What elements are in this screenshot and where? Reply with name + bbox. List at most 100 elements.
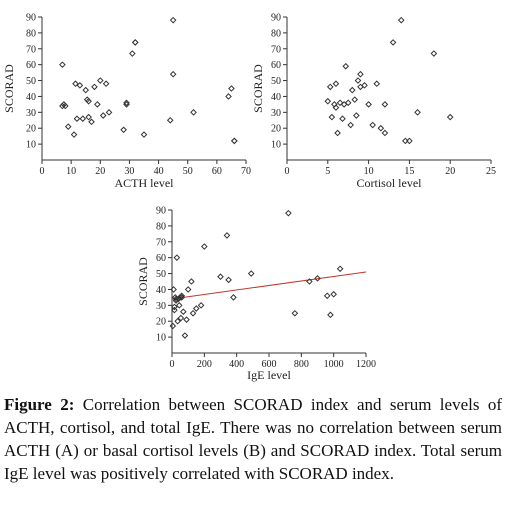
data-point xyxy=(176,294,184,301)
x-tick-label: 20 xyxy=(95,166,105,177)
x-tick-label: 25 xyxy=(486,166,496,177)
trend-line xyxy=(171,271,367,300)
data-point xyxy=(105,109,113,116)
x-tick-label: 0 xyxy=(285,166,290,177)
y-tick-label: 60 xyxy=(26,60,36,71)
data-point xyxy=(332,104,340,111)
data-point xyxy=(96,77,104,84)
x-tick-label: 5 xyxy=(325,166,330,177)
x-tick-label: 20 xyxy=(445,166,455,177)
data-point xyxy=(174,317,181,325)
data-point xyxy=(79,115,87,122)
data-point xyxy=(88,118,95,126)
y-axis-label: SCORAD xyxy=(136,257,150,306)
y-tick-label: 30 xyxy=(156,301,166,312)
data-point xyxy=(323,292,331,300)
x-tick-label: 1000 xyxy=(324,359,344,370)
data-point xyxy=(285,209,292,217)
x-tick-label: 600 xyxy=(262,359,277,370)
data-point xyxy=(430,50,438,57)
data-point xyxy=(123,99,130,107)
data-point xyxy=(228,85,235,92)
y-tick-label: 90 xyxy=(26,13,36,24)
data-point xyxy=(140,131,148,138)
data-point xyxy=(129,50,136,57)
data-point xyxy=(381,129,389,137)
y-tick-label: 10 xyxy=(271,140,281,151)
data-point xyxy=(397,16,405,24)
data-point xyxy=(180,308,187,315)
x-tick-label: 0 xyxy=(40,166,45,177)
ige-scatter-chart: 0 200 400 600 800 1000 1200 10 20 30 40 50 60 70 80 90 I… xyxy=(136,206,376,383)
data-point xyxy=(354,77,362,84)
data-point xyxy=(357,70,364,78)
data-point xyxy=(178,292,186,300)
y-tick-label: 40 xyxy=(271,92,281,103)
data-point xyxy=(169,16,177,24)
data-point xyxy=(353,112,360,119)
data-point xyxy=(76,82,84,89)
data-point xyxy=(326,83,334,91)
data-point xyxy=(99,112,107,119)
x-tick-label: 0 xyxy=(170,359,175,370)
data-point xyxy=(85,113,92,121)
y-axis-label: SCORAD xyxy=(2,64,16,113)
data-point xyxy=(369,121,376,129)
data-point xyxy=(166,116,174,124)
data-point xyxy=(351,96,359,103)
x-tick-label: 10 xyxy=(66,166,76,177)
data-point xyxy=(91,83,98,91)
data-point xyxy=(217,273,224,281)
data-point xyxy=(177,314,185,322)
data-point xyxy=(344,99,352,107)
data-point xyxy=(342,62,350,70)
data-point xyxy=(59,61,66,68)
data-point xyxy=(82,86,90,94)
y-tick-label: 30 xyxy=(26,108,36,119)
y-tick-label: 20 xyxy=(26,124,36,135)
data-point xyxy=(225,276,232,284)
x-tick-label: 200 xyxy=(197,359,212,370)
data-point xyxy=(173,254,181,261)
data-point xyxy=(169,70,177,78)
data-point xyxy=(184,286,192,293)
caption-lead: Figure 2: xyxy=(4,395,75,414)
data-point xyxy=(446,113,454,121)
data-point xyxy=(188,278,195,285)
data-point xyxy=(181,332,189,339)
y-tick-label: 80 xyxy=(156,221,166,232)
y-tick-label: 70 xyxy=(271,44,281,55)
data-point xyxy=(175,302,183,309)
y-tick-label: 20 xyxy=(156,317,166,328)
data-point xyxy=(334,129,341,137)
data-point xyxy=(306,278,313,285)
y-tick-label: 60 xyxy=(271,60,281,71)
x-tick-label: 30 xyxy=(124,166,134,177)
data-point xyxy=(402,137,409,145)
y-tick-label: 50 xyxy=(156,269,166,280)
data-point xyxy=(201,243,208,250)
data-point xyxy=(102,80,110,88)
data-point xyxy=(171,303,178,311)
y-tick-label: 50 xyxy=(271,76,281,87)
data-point xyxy=(123,101,130,108)
data-point xyxy=(230,294,237,301)
data-point xyxy=(314,275,321,282)
y-tick-label: 50 xyxy=(26,76,36,87)
data-point xyxy=(73,115,81,122)
data-point xyxy=(231,137,238,145)
data-point xyxy=(64,123,72,130)
x-axis-label: ACTH level xyxy=(115,176,175,190)
data-point xyxy=(172,297,180,304)
data-point xyxy=(85,97,92,105)
data-point xyxy=(170,286,177,293)
data-point xyxy=(365,101,372,108)
data-point xyxy=(348,86,356,94)
y-tick-label: 10 xyxy=(156,333,166,344)
data-point xyxy=(324,97,332,105)
caption-text: Correlation between SCORAD index and ser… xyxy=(4,395,502,483)
data-point xyxy=(377,124,385,132)
data-point xyxy=(223,232,231,239)
acth-scatter-chart: 0 10 20 30 40 50 60 70 10 20 30 40 50 60 70 80 90 ACTH le… xyxy=(2,13,251,191)
